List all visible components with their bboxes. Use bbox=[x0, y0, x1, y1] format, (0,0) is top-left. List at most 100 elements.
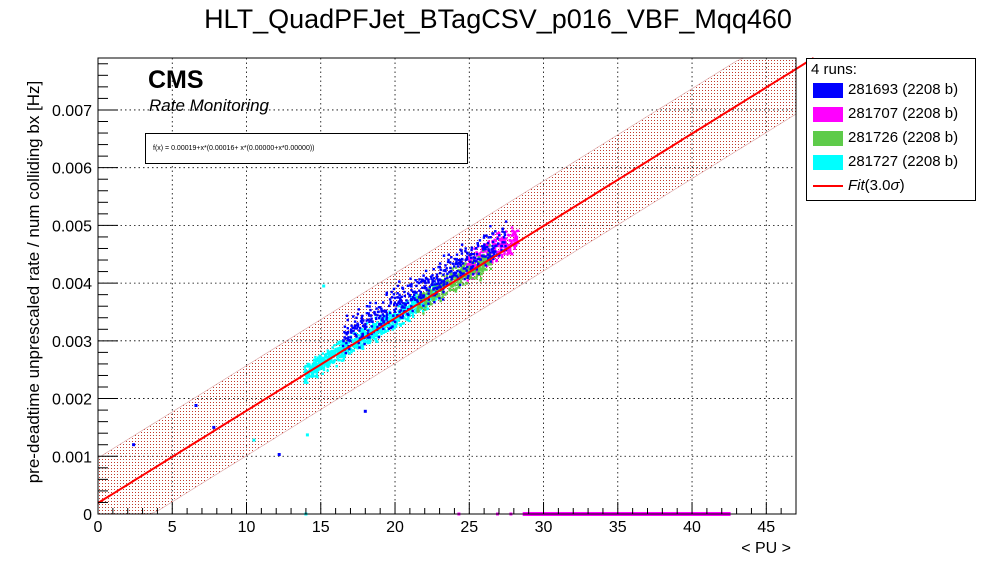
data-point bbox=[322, 366, 326, 369]
data-point bbox=[384, 309, 388, 312]
data-point bbox=[368, 336, 371, 339]
y-tick-label: 0.003 bbox=[52, 334, 92, 351]
data-point bbox=[479, 269, 483, 272]
data-point bbox=[489, 236, 492, 239]
data-point bbox=[375, 317, 378, 321]
data-point bbox=[432, 285, 435, 289]
data-point bbox=[331, 353, 334, 357]
data-point bbox=[329, 359, 332, 362]
data-point bbox=[394, 324, 397, 327]
data-point bbox=[339, 348, 342, 351]
data-point bbox=[371, 326, 374, 330]
data-point bbox=[439, 297, 443, 300]
data-point bbox=[376, 310, 380, 314]
data-point bbox=[315, 368, 318, 371]
data-point bbox=[368, 328, 371, 331]
data-point bbox=[365, 312, 369, 315]
data-point bbox=[501, 255, 504, 259]
data-point bbox=[453, 265, 456, 268]
data-point bbox=[312, 362, 316, 365]
data-point bbox=[356, 322, 359, 325]
data-point bbox=[374, 313, 377, 316]
data-point bbox=[389, 302, 392, 305]
data-point bbox=[374, 327, 377, 330]
data-point bbox=[486, 249, 489, 252]
data-point bbox=[443, 282, 446, 286]
data-point bbox=[385, 291, 388, 294]
data-point bbox=[496, 232, 499, 235]
data-point bbox=[337, 350, 340, 354]
data-point bbox=[380, 310, 383, 313]
data-point bbox=[505, 230, 508, 233]
data-point bbox=[491, 244, 494, 248]
data-point bbox=[387, 313, 390, 316]
data-point bbox=[212, 425, 216, 429]
data-point bbox=[498, 231, 501, 235]
data-point bbox=[388, 304, 391, 308]
data-point bbox=[453, 271, 457, 274]
data-point bbox=[487, 251, 490, 255]
data-point bbox=[420, 302, 424, 306]
data-point bbox=[359, 342, 362, 345]
data-point bbox=[332, 360, 336, 364]
data-point bbox=[383, 325, 387, 328]
data-point bbox=[465, 281, 468, 285]
data-point bbox=[451, 284, 455, 287]
data-point bbox=[391, 321, 394, 325]
data-point bbox=[470, 267, 473, 270]
data-point bbox=[423, 285, 426, 288]
data-point bbox=[350, 324, 353, 327]
data-point bbox=[468, 265, 471, 269]
y-tick-label: 0.005 bbox=[52, 218, 92, 235]
data-point bbox=[343, 325, 347, 328]
data-point bbox=[440, 281, 443, 285]
data-point bbox=[435, 297, 438, 301]
data-point bbox=[424, 302, 427, 305]
data-point bbox=[382, 331, 385, 334]
data-point bbox=[414, 308, 417, 312]
data-point bbox=[475, 268, 478, 271]
data-point bbox=[405, 306, 408, 309]
data-point bbox=[328, 364, 331, 367]
data-point bbox=[462, 272, 465, 276]
data-point bbox=[433, 301, 436, 304]
data-point bbox=[442, 291, 445, 294]
data-point bbox=[474, 268, 477, 271]
data-point bbox=[322, 357, 325, 361]
data-point bbox=[442, 254, 446, 257]
data-point bbox=[389, 326, 393, 329]
data-point bbox=[365, 322, 369, 325]
data-point bbox=[423, 279, 427, 282]
data-point bbox=[490, 248, 493, 251]
data-point bbox=[515, 244, 518, 247]
data-point bbox=[466, 265, 469, 269]
data-point bbox=[351, 326, 355, 329]
data-point bbox=[460, 257, 464, 261]
data-point bbox=[413, 290, 416, 293]
data-point bbox=[398, 293, 401, 296]
data-point bbox=[419, 306, 422, 309]
y-tick-label: 0.004 bbox=[52, 276, 92, 293]
legend: 4 runs: 281693 (2208 b) 281707 (2208 b) … bbox=[806, 58, 976, 201]
data-point bbox=[303, 381, 306, 384]
data-point bbox=[451, 275, 454, 278]
data-point bbox=[487, 236, 490, 239]
data-point bbox=[368, 305, 371, 308]
data-point bbox=[460, 243, 464, 246]
data-point bbox=[466, 279, 469, 282]
data-point bbox=[442, 269, 445, 272]
data-point bbox=[516, 241, 520, 245]
data-point bbox=[410, 296, 413, 299]
data-point bbox=[486, 253, 490, 256]
data-point bbox=[498, 250, 501, 253]
data-point bbox=[410, 297, 413, 301]
data-point bbox=[422, 312, 425, 315]
data-point bbox=[414, 279, 417, 282]
data-point bbox=[493, 246, 497, 249]
data-point bbox=[363, 324, 367, 327]
data-point bbox=[415, 284, 418, 288]
data-point bbox=[501, 227, 504, 231]
data-point bbox=[435, 287, 439, 290]
data-point bbox=[422, 309, 425, 313]
data-point bbox=[343, 341, 347, 345]
